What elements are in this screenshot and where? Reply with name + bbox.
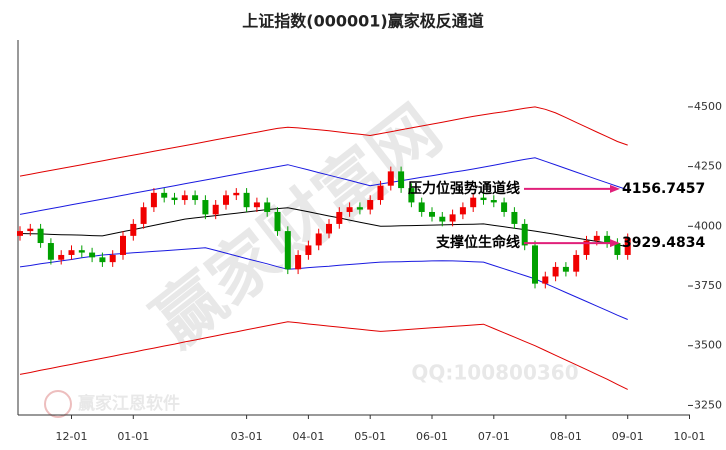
x-tick-label: 12-01: [56, 430, 88, 443]
candle-body: [336, 211, 343, 224]
y-tick-label: 4250: [694, 160, 722, 173]
candle-body: [58, 254, 65, 260]
candle-body: [367, 200, 374, 210]
candle-body: [439, 216, 446, 222]
candle-body: [223, 195, 229, 205]
x-tick-label: 07-01: [478, 430, 510, 443]
candle-body: [253, 202, 260, 208]
candle-body: [140, 207, 147, 224]
x-tick-label: 05-01: [354, 430, 386, 443]
candle-body: [387, 171, 394, 186]
channel-line: [19, 157, 628, 215]
y-tick-label: 4500: [694, 100, 722, 113]
annotation-label: 支撑位生命线: [435, 234, 520, 251]
candle-body: [429, 211, 435, 217]
arrow-head: [610, 239, 620, 248]
candle-body: [130, 223, 137, 236]
candle-body: [532, 245, 538, 284]
annotation-value: 3929.4834: [622, 235, 706, 251]
annotation-value: 4156.7457: [622, 181, 705, 197]
candle-body: [490, 200, 497, 203]
candle-body: [264, 202, 271, 212]
candle-body: [274, 211, 281, 232]
candle-body: [408, 188, 415, 203]
candle-body: [68, 250, 75, 255]
x-tick-label: 08-01: [550, 430, 582, 443]
candle-body: [552, 266, 559, 277]
chart-title: 上证指数(000001)赢家极反通道: [242, 12, 483, 31]
x-tick-label: 04-01: [292, 430, 324, 443]
channel-line: [19, 321, 628, 390]
candle-body: [501, 202, 508, 212]
candle-body: [449, 214, 456, 222]
candle-body: [604, 235, 611, 244]
candle-body: [27, 228, 34, 232]
candle-body: [150, 192, 157, 208]
candle-body: [624, 238, 631, 255]
y-tick-label: 3750: [694, 279, 722, 292]
candle-body: [109, 254, 116, 263]
candle-body: [99, 257, 106, 263]
candle-body: [295, 254, 302, 270]
candle-body: [583, 240, 590, 255]
x-tick-label: 09-01: [612, 430, 644, 443]
x-tick-label: 06-01: [416, 430, 448, 443]
annotation-label: 压力位强势通道线: [408, 180, 520, 197]
candle-body: [614, 243, 621, 255]
candle-body: [120, 235, 126, 255]
candle-body: [161, 192, 168, 198]
candle-body: [377, 185, 384, 201]
candle-body: [212, 204, 219, 215]
candle-body: [459, 207, 466, 215]
candle-body: [89, 252, 96, 258]
candle-body: [470, 197, 477, 208]
watermark-logo: [44, 390, 72, 418]
x-tick-label: 03-01: [231, 430, 263, 443]
candle-body: [346, 207, 353, 212]
arrow-head: [610, 184, 620, 193]
y-tick-label: 4000: [694, 219, 722, 232]
watermark: 赢家江恩软件: [78, 393, 180, 414]
watermark: 赢家财富网: [139, 91, 456, 363]
watermark: QQ:100800360: [411, 361, 578, 385]
channel-line: [19, 106, 628, 177]
candle-body: [573, 254, 580, 272]
candle-body: [562, 266, 569, 272]
candle-body: [480, 197, 487, 201]
candle-body: [593, 235, 600, 241]
candle-body: [181, 195, 188, 201]
x-tick-label: 10-01: [674, 430, 706, 443]
candle-body: [233, 192, 240, 196]
candle-body: [511, 211, 518, 224]
candle-body: [356, 207, 363, 210]
x-tick-label: 01-01: [117, 430, 149, 443]
candle-body: [192, 195, 199, 201]
candle-body: [315, 233, 322, 246]
candle-body: [37, 228, 44, 244]
candle-body: [171, 197, 178, 201]
candle-body: [17, 231, 23, 236]
candle-body: [521, 223, 528, 246]
candle-body: [243, 192, 250, 208]
y-tick-label: 3500: [694, 339, 722, 352]
candle-body: [398, 171, 405, 189]
candle-body: [284, 231, 291, 270]
candle-body: [202, 200, 209, 215]
candle-body: [305, 245, 312, 255]
candle-body: [78, 250, 85, 253]
candle-body: [418, 202, 425, 212]
candle-body: [326, 223, 332, 234]
candle-body: [47, 243, 54, 260]
candle-body: [542, 276, 549, 284]
y-tick-label: 3250: [694, 398, 722, 411]
